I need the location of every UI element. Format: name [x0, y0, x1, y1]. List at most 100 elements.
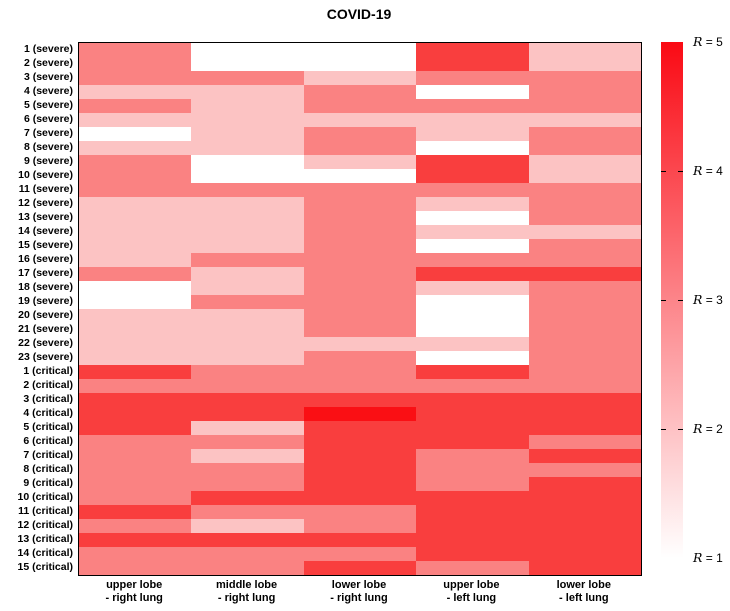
- heatmap-cell: [79, 337, 192, 351]
- heatmap-cell: [528, 155, 641, 169]
- row-label: 14 (severe): [18, 225, 73, 237]
- heatmap-cell: [79, 197, 192, 211]
- heatmap-cell: [528, 99, 641, 113]
- heatmap-cell: [79, 351, 192, 365]
- row-label: 16 (severe): [18, 253, 73, 265]
- heatmap-cell: [416, 435, 529, 449]
- heatmap-cell: [416, 85, 529, 99]
- heatmap-cell: [416, 393, 529, 407]
- heatmap-cell: [528, 141, 641, 155]
- heatmap-cell: [303, 407, 417, 421]
- row-label: 8 (critical): [23, 463, 73, 475]
- heatmap-cell: [79, 407, 192, 421]
- heatmap-cell: [528, 43, 641, 57]
- heatmap-cell: [528, 225, 641, 239]
- heatmap-cell: [528, 449, 641, 463]
- row-label: 21 (severe): [18, 323, 73, 335]
- heatmap-cell: [303, 351, 417, 365]
- column-label: middle lobe - right lung: [216, 579, 278, 605]
- heatmap-cell: [191, 407, 304, 421]
- colorbar-tick: [678, 171, 683, 172]
- heatmap-cell: [416, 505, 529, 519]
- heatmap-cell: [528, 351, 641, 365]
- colorbar-tick: [678, 300, 683, 301]
- heatmap-cell: [528, 491, 641, 505]
- heatmap-cell: [416, 169, 529, 183]
- heatmap-cell: [528, 407, 641, 421]
- heatmap-cell: [416, 281, 529, 295]
- heatmap-cell: [79, 141, 192, 155]
- heatmap-cell: [79, 155, 192, 169]
- row-label: 7 (critical): [23, 449, 73, 461]
- heatmap-cell: [303, 225, 417, 239]
- colorbar-tick-label: R = 4: [693, 163, 723, 178]
- heatmap-grid: [79, 43, 641, 575]
- heatmap-cell: [191, 421, 304, 435]
- heatmap-cell: [191, 365, 304, 379]
- heatmap-cell: [416, 519, 529, 533]
- heatmap-cell: [191, 197, 304, 211]
- heatmap-cell: [303, 561, 417, 575]
- heatmap-cell: [528, 85, 641, 99]
- colorbar-value: = 1: [702, 551, 723, 565]
- row-label: 12 (critical): [17, 519, 73, 531]
- heatmap-cell: [79, 113, 192, 127]
- heatmap-cell: [303, 379, 417, 393]
- heatmap-cell: [528, 309, 641, 323]
- heatmap-cell: [79, 519, 192, 533]
- row-label: 3 (severe): [23, 71, 73, 83]
- heatmap-cell: [191, 225, 304, 239]
- heatmap-cell: [303, 365, 417, 379]
- heatmap-cell: [191, 113, 304, 127]
- heatmap-cell: [79, 309, 192, 323]
- heatmap-cell: [303, 155, 417, 169]
- heatmap-cell: [303, 141, 417, 155]
- heatmap-cell: [303, 463, 417, 477]
- heatmap-cell: [528, 463, 641, 477]
- heatmap-cell: [528, 561, 641, 575]
- heatmap-cell: [191, 533, 304, 547]
- heatmap-cell: [191, 169, 304, 183]
- colorbar-value: = 3: [702, 293, 723, 307]
- heatmap-cell: [303, 211, 417, 225]
- heatmap-cell: [303, 337, 417, 351]
- heatmap-cell: [528, 113, 641, 127]
- row-label: 15 (severe): [18, 239, 73, 251]
- heatmap-cell: [191, 491, 304, 505]
- heatmap-cell: [79, 505, 192, 519]
- row-label: 8 (severe): [23, 141, 73, 153]
- heatmap-cell: [303, 183, 417, 197]
- heatmap-cell: [528, 323, 641, 337]
- row-label: 4 (critical): [23, 407, 73, 419]
- heatmap-cell: [303, 113, 417, 127]
- heatmap-cell: [303, 393, 417, 407]
- heatmap-cell: [79, 393, 192, 407]
- heatmap-cell: [191, 253, 304, 267]
- heatmap-cell: [303, 421, 417, 435]
- row-label: 20 (severe): [18, 309, 73, 321]
- heatmap-cell: [528, 183, 641, 197]
- colorbar-tick-label: R = 2: [693, 421, 723, 436]
- row-label: 15 (critical): [17, 561, 73, 573]
- heatmap-cell: [528, 169, 641, 183]
- heatmap-cell: [528, 379, 641, 393]
- heatmap-cell: [79, 281, 192, 295]
- heatmap-cell: [191, 561, 304, 575]
- heatmap-cell: [303, 197, 417, 211]
- colorbar-tick-label: R = 3: [693, 292, 723, 307]
- heatmap-cell: [528, 421, 641, 435]
- heatmap-cell: [416, 211, 529, 225]
- row-label: 18 (severe): [18, 281, 73, 293]
- heatmap-cell: [191, 435, 304, 449]
- heatmap-cell: [528, 393, 641, 407]
- column-label: lower lobe - right lung: [330, 579, 388, 605]
- column-label: upper lobe - left lung: [443, 579, 500, 605]
- heatmap-cell: [303, 547, 417, 561]
- row-label: 4 (severe): [23, 85, 73, 97]
- row-label: 1 (severe): [23, 43, 73, 55]
- heatmap-cell: [303, 253, 417, 267]
- heatmap-cell: [303, 533, 417, 547]
- heatmap-cell: [191, 85, 304, 99]
- heatmap-cell: [191, 295, 304, 309]
- heatmap-cell: [191, 239, 304, 253]
